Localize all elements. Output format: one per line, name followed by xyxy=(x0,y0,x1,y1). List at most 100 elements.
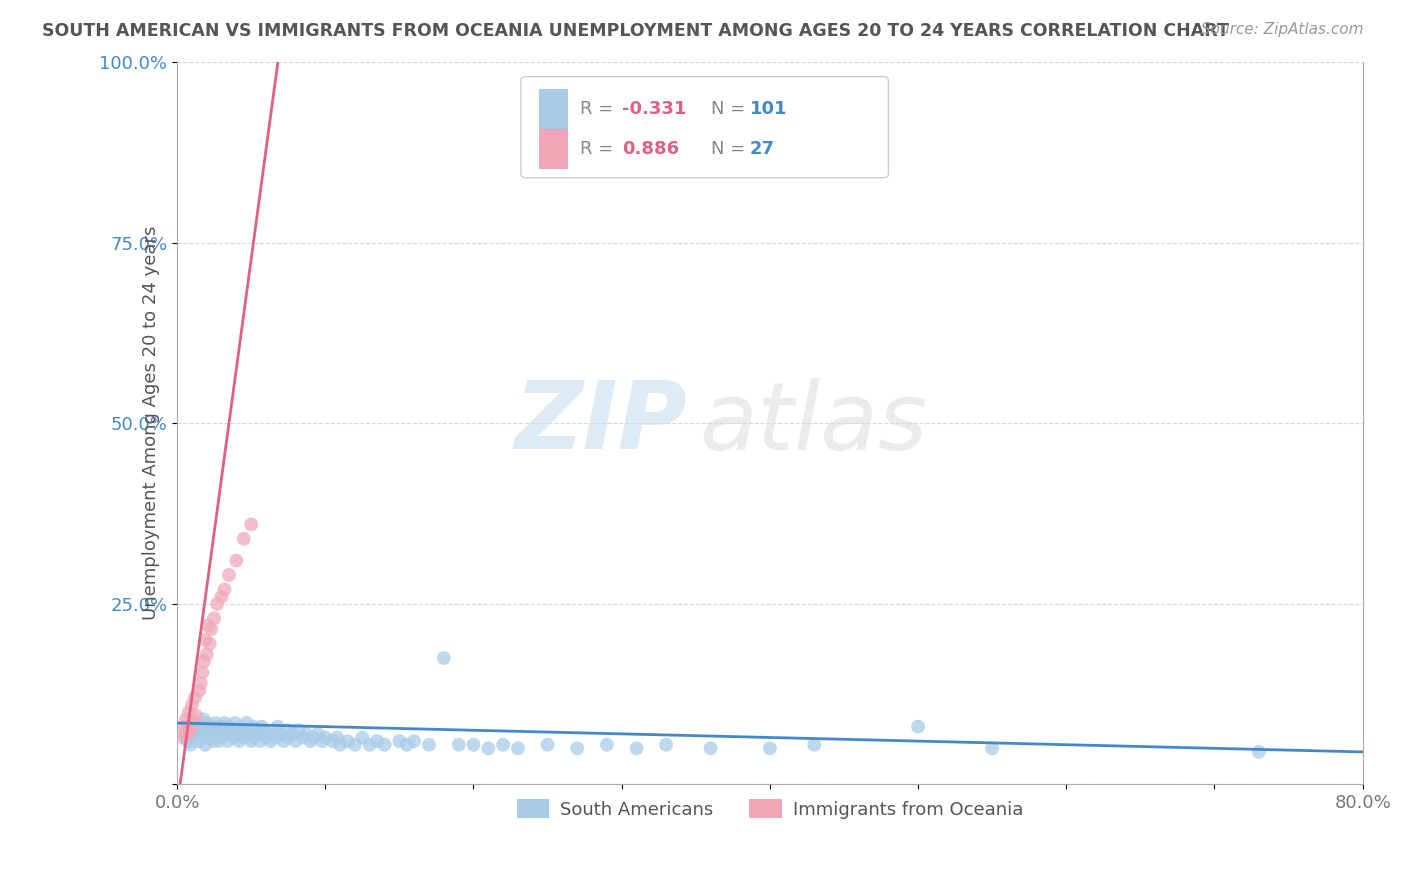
Point xyxy=(228,734,250,748)
Point xyxy=(506,741,529,756)
Point xyxy=(463,738,485,752)
Point xyxy=(250,720,273,734)
Point xyxy=(240,517,263,532)
Point xyxy=(177,720,200,734)
Point xyxy=(232,532,254,546)
Point xyxy=(311,734,333,748)
Point xyxy=(233,723,256,738)
Point xyxy=(204,716,226,731)
Point xyxy=(186,727,208,741)
Point xyxy=(536,738,558,752)
Point xyxy=(262,723,284,738)
Point xyxy=(197,618,219,632)
Point xyxy=(803,738,825,752)
Text: 0.886: 0.886 xyxy=(621,140,679,158)
Point xyxy=(194,738,217,752)
Point xyxy=(281,727,304,741)
Point xyxy=(174,713,197,727)
Point xyxy=(433,651,456,665)
Point xyxy=(374,738,396,752)
Point xyxy=(173,720,195,734)
Point xyxy=(314,731,336,745)
Point xyxy=(211,731,233,745)
Point xyxy=(596,738,619,752)
Point xyxy=(217,734,239,748)
Point xyxy=(215,727,238,741)
Point xyxy=(225,553,247,567)
Point xyxy=(172,731,194,745)
Point xyxy=(266,731,288,745)
Point xyxy=(395,738,418,752)
FancyBboxPatch shape xyxy=(538,129,568,169)
Point xyxy=(195,727,218,741)
Point xyxy=(222,731,245,745)
Point xyxy=(179,738,201,752)
Point xyxy=(1247,745,1270,759)
Point xyxy=(477,741,499,756)
Point xyxy=(218,720,240,734)
Point xyxy=(224,716,246,731)
Point xyxy=(240,734,263,748)
Point xyxy=(284,734,307,748)
Point xyxy=(247,727,270,741)
Text: atlas: atlas xyxy=(699,378,927,469)
Point xyxy=(295,727,318,741)
Point xyxy=(759,741,782,756)
Point xyxy=(200,622,222,636)
Point xyxy=(191,665,214,680)
Text: ZIP: ZIP xyxy=(515,377,688,469)
Point xyxy=(336,734,359,748)
Point xyxy=(232,731,254,745)
Point xyxy=(626,741,648,756)
Text: -0.331: -0.331 xyxy=(621,100,686,118)
Point xyxy=(194,632,217,647)
Point xyxy=(270,727,292,741)
Point xyxy=(226,723,249,738)
Point xyxy=(245,723,267,738)
Point xyxy=(198,731,221,745)
Point xyxy=(287,723,309,738)
Point xyxy=(326,731,349,745)
Point xyxy=(276,723,298,738)
Point xyxy=(267,720,290,734)
Point xyxy=(197,723,219,738)
Point xyxy=(195,716,218,731)
Point xyxy=(243,731,266,745)
Point xyxy=(214,582,236,597)
Point xyxy=(198,637,221,651)
Point xyxy=(299,734,322,748)
Point xyxy=(418,738,440,752)
Point xyxy=(187,734,209,748)
Point xyxy=(200,720,222,734)
Text: N =: N = xyxy=(710,100,751,118)
Point xyxy=(191,731,214,745)
Point xyxy=(492,738,515,752)
Point xyxy=(214,716,236,731)
Point xyxy=(179,723,201,738)
Point xyxy=(202,723,225,738)
Point xyxy=(186,708,208,723)
Point xyxy=(238,727,260,741)
Point xyxy=(259,734,281,748)
Point xyxy=(329,738,352,752)
Point xyxy=(195,648,218,662)
Point xyxy=(180,731,202,745)
Point xyxy=(183,723,205,738)
Point xyxy=(307,727,329,741)
Point xyxy=(202,611,225,625)
Point xyxy=(302,731,325,745)
Point xyxy=(359,738,381,752)
Point xyxy=(184,690,207,705)
Point xyxy=(655,738,678,752)
Point xyxy=(183,716,205,731)
Point xyxy=(252,723,274,738)
Point xyxy=(257,727,280,741)
Point xyxy=(207,734,229,748)
Point xyxy=(201,734,224,748)
Text: N =: N = xyxy=(710,140,751,158)
Text: Source: ZipAtlas.com: Source: ZipAtlas.com xyxy=(1201,22,1364,37)
Point xyxy=(277,731,299,745)
Point xyxy=(249,734,271,748)
Text: SOUTH AMERICAN VS IMMIGRANTS FROM OCEANIA UNEMPLOYMENT AMONG AGES 20 TO 24 YEARS: SOUTH AMERICAN VS IMMIGRANTS FROM OCEANI… xyxy=(42,22,1229,40)
Point xyxy=(211,590,233,604)
